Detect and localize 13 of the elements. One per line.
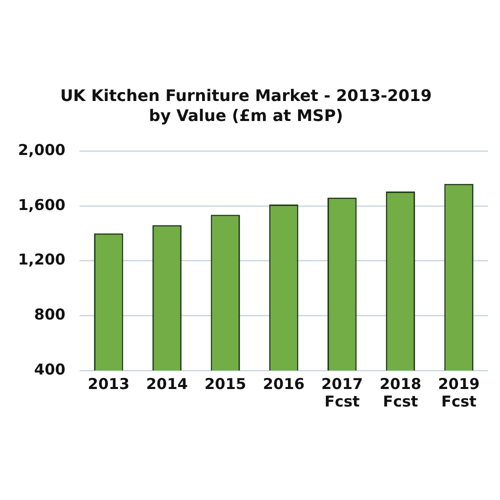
x-tick-label: 2013 bbox=[88, 375, 130, 394]
chart-title: UK Kitchen Furniture Market - 2013-2019 by Value (£m at MSP) bbox=[60, 86, 432, 126]
y-tick-label: 800 bbox=[34, 306, 66, 324]
y-tick-label: 1,200 bbox=[18, 250, 66, 269]
x-tick-label: 2016 bbox=[262, 375, 305, 394]
y-tick-label: 2,000 bbox=[18, 140, 66, 159]
y-tick-label: 1,600 bbox=[18, 196, 66, 214]
y-tick-label: 400 bbox=[34, 360, 66, 378]
x-tick-label: 2015 bbox=[204, 375, 246, 394]
x-tick-label: 2019 Fcst bbox=[438, 375, 480, 410]
x-tick-label: 2017 Fcst bbox=[321, 375, 363, 410]
x-tick-label: 2014 bbox=[146, 375, 188, 394]
x-tick-label: 2018 Fcst bbox=[380, 375, 422, 410]
